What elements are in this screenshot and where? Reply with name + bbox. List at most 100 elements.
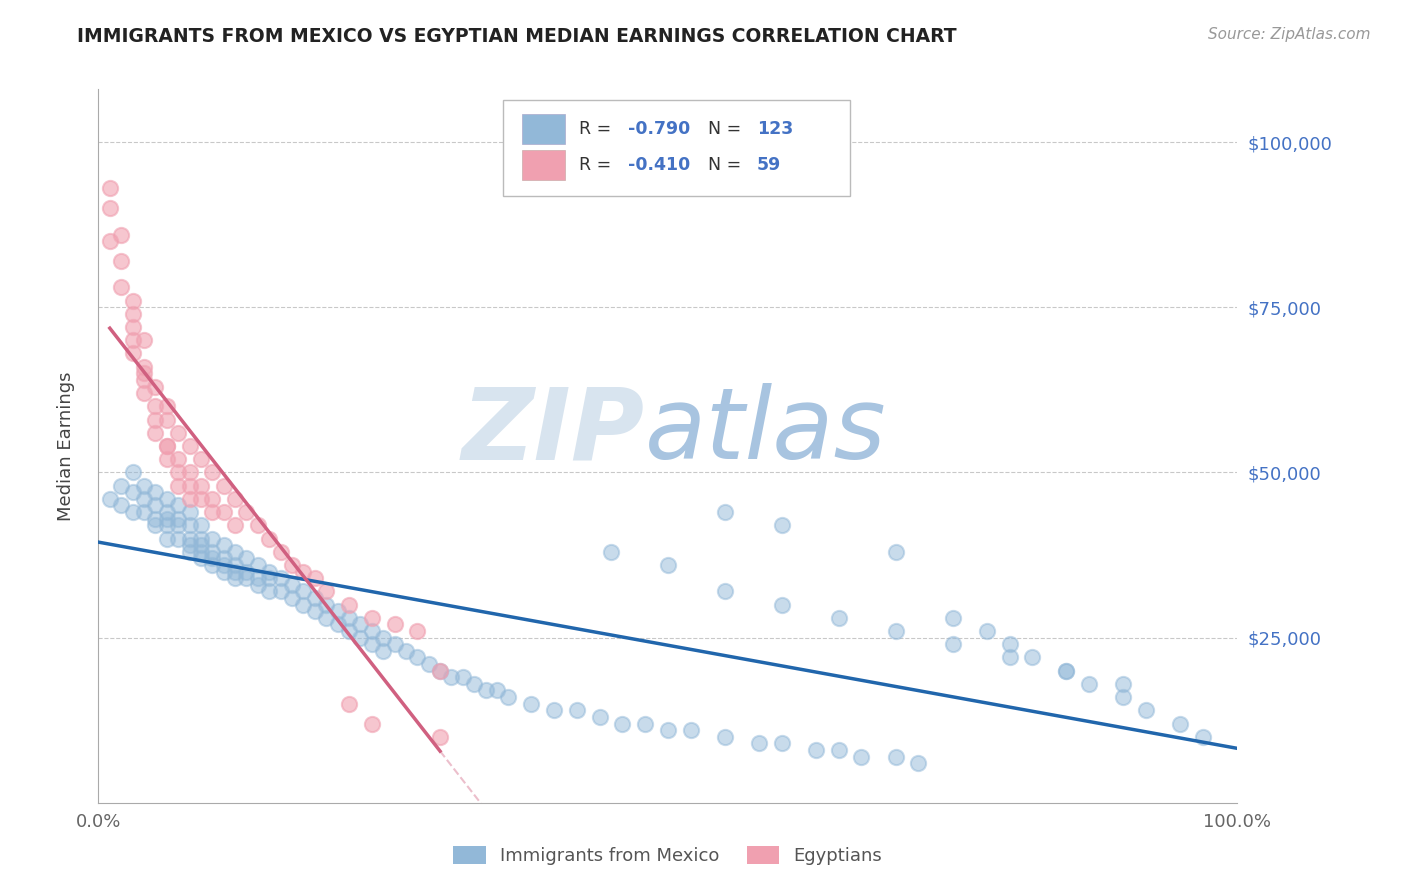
Point	[190, 478, 212, 492]
Point	[212, 551, 235, 566]
Point	[884, 545, 907, 559]
Point	[657, 723, 679, 738]
Point	[179, 505, 201, 519]
Point	[132, 333, 155, 347]
Point	[156, 511, 179, 525]
Point	[942, 637, 965, 651]
Point	[246, 518, 269, 533]
Point	[121, 333, 143, 347]
Point	[770, 736, 793, 750]
Point	[1192, 730, 1215, 744]
Point	[634, 716, 657, 731]
Point	[360, 624, 382, 638]
Point	[360, 637, 382, 651]
Point	[612, 716, 634, 731]
Text: N =: N =	[707, 156, 747, 174]
Point	[281, 578, 304, 592]
Text: R =: R =	[579, 156, 617, 174]
Point	[714, 584, 737, 599]
Point	[224, 565, 246, 579]
Point	[429, 664, 451, 678]
Point	[1078, 677, 1101, 691]
Point	[224, 558, 246, 572]
Point	[235, 505, 257, 519]
FancyBboxPatch shape	[522, 150, 565, 180]
Point	[145, 379, 167, 393]
Point	[190, 551, 212, 566]
Point	[179, 518, 201, 533]
Point	[486, 683, 509, 698]
Point	[998, 650, 1021, 665]
Point	[292, 565, 315, 579]
Text: IMMIGRANTS FROM MEXICO VS EGYPTIAN MEDIAN EARNINGS CORRELATION CHART: IMMIGRANTS FROM MEXICO VS EGYPTIAN MEDIA…	[77, 27, 957, 45]
Point	[224, 571, 246, 585]
Point	[190, 538, 212, 552]
Point	[156, 439, 179, 453]
Point	[156, 532, 179, 546]
Text: -0.790: -0.790	[628, 120, 690, 138]
Point	[1054, 664, 1078, 678]
Point	[145, 518, 167, 533]
Point	[337, 624, 360, 638]
Point	[418, 657, 440, 671]
Point	[588, 710, 610, 724]
Point	[121, 346, 143, 360]
Point	[235, 565, 257, 579]
Point	[349, 631, 371, 645]
Point	[121, 307, 143, 321]
Point	[1021, 650, 1043, 665]
Point	[884, 624, 907, 638]
Point	[167, 466, 190, 480]
Point	[110, 227, 132, 242]
Text: Source: ZipAtlas.com: Source: ZipAtlas.com	[1208, 27, 1371, 42]
Point	[201, 505, 224, 519]
Point	[1054, 664, 1078, 678]
Point	[145, 511, 167, 525]
Point	[998, 637, 1021, 651]
Y-axis label: Median Earnings: Median Earnings	[56, 371, 75, 521]
Point	[179, 545, 201, 559]
Point	[371, 644, 394, 658]
Point	[235, 571, 257, 585]
Point	[132, 505, 155, 519]
Point	[156, 518, 179, 533]
Point	[326, 617, 349, 632]
FancyBboxPatch shape	[522, 114, 565, 145]
Point	[1112, 677, 1135, 691]
Point	[110, 280, 132, 294]
Point	[132, 359, 155, 374]
Point	[326, 604, 349, 618]
Point	[406, 624, 429, 638]
Point	[212, 538, 235, 552]
Point	[600, 545, 623, 559]
Point	[179, 478, 201, 492]
Point	[145, 499, 167, 513]
Point	[337, 598, 360, 612]
Point	[851, 749, 873, 764]
Text: 123: 123	[756, 120, 793, 138]
Point	[520, 697, 543, 711]
Point	[224, 518, 246, 533]
Point	[907, 756, 929, 771]
Point	[132, 367, 155, 381]
Point	[167, 499, 190, 513]
Point	[259, 532, 281, 546]
Point	[714, 730, 737, 744]
Point	[246, 571, 269, 585]
Point	[156, 491, 179, 506]
Point	[463, 677, 485, 691]
Point	[98, 201, 121, 215]
Point	[1112, 690, 1135, 704]
Point	[145, 485, 167, 500]
Point	[190, 545, 212, 559]
Point	[156, 452, 179, 467]
Point	[1135, 703, 1157, 717]
Point	[884, 749, 907, 764]
Point	[371, 631, 394, 645]
Point	[804, 743, 827, 757]
Point	[212, 478, 235, 492]
Point	[281, 591, 304, 605]
Point	[259, 584, 281, 599]
Point	[145, 412, 167, 426]
Point	[201, 491, 224, 506]
